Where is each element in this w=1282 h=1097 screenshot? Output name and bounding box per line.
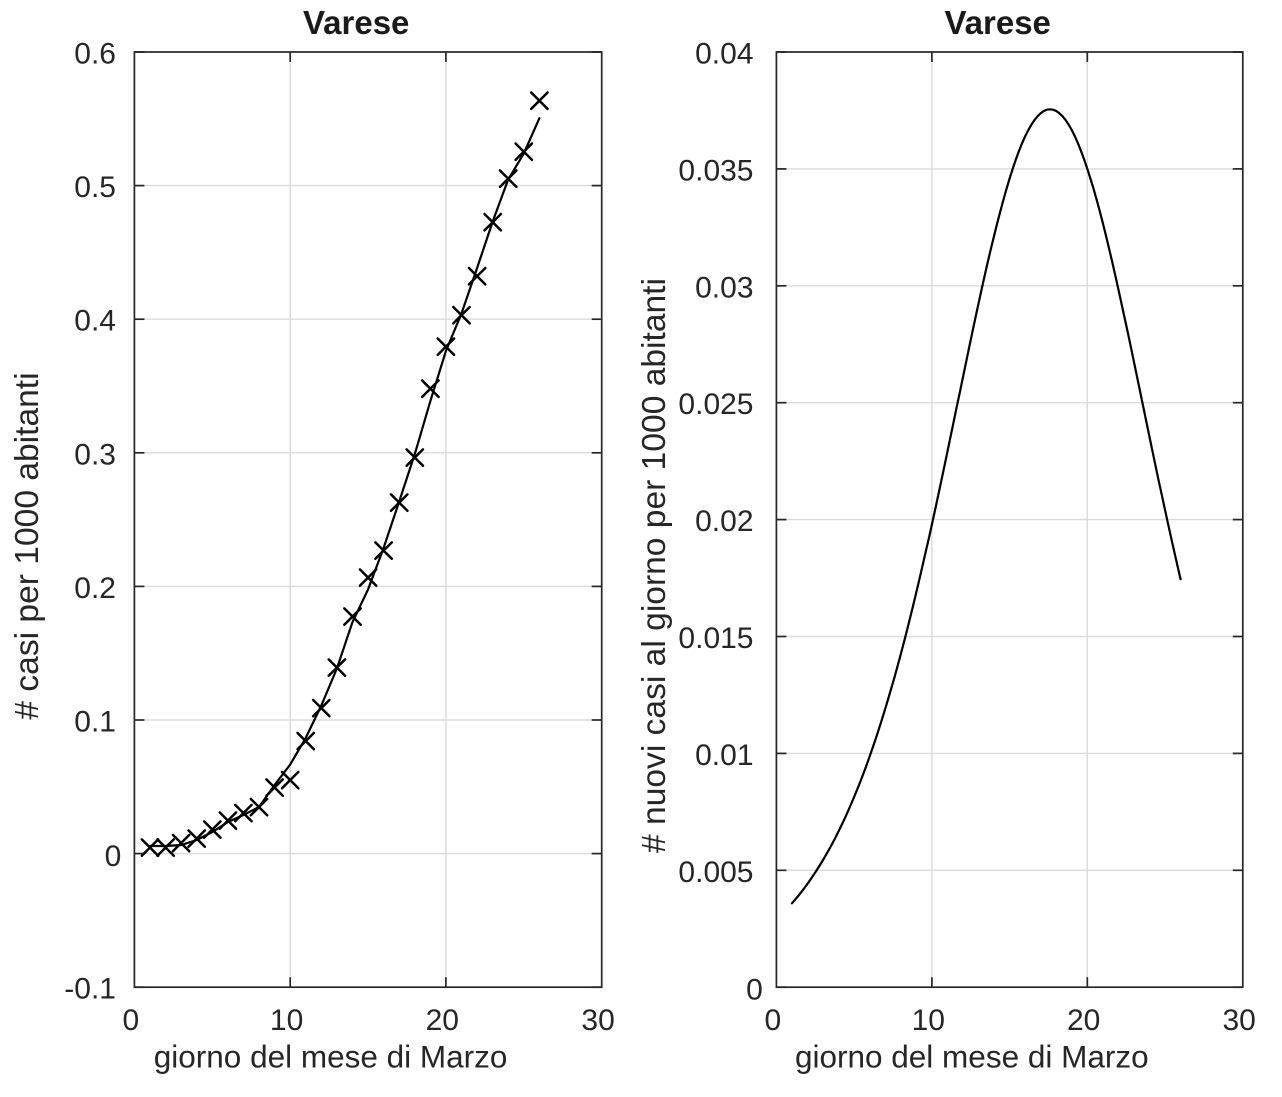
svg-text:0: 0 [764, 1004, 781, 1037]
svg-text:0.2: 0.2 [74, 572, 116, 605]
svg-text:giorno del mese di Marzo: giorno del mese di Marzo [154, 1039, 508, 1075]
svg-text:# nuovi casi al giorno per 100: # nuovi casi al giorno per 1000 abitanti [636, 278, 673, 853]
svg-text:0.1: 0.1 [74, 706, 116, 739]
svg-text:Varese: Varese [303, 4, 409, 41]
svg-text:0.4: 0.4 [74, 305, 116, 338]
svg-text:# casi per 1000 abitanti: # casi per 1000 abitanti [9, 372, 46, 719]
svg-text:0: 0 [105, 840, 122, 873]
svg-text:30: 30 [1223, 1004, 1256, 1037]
svg-text:0.6: 0.6 [74, 38, 116, 71]
svg-text:0.5: 0.5 [74, 171, 116, 204]
svg-text:Varese: Varese [944, 4, 1050, 41]
svg-text:0.04: 0.04 [695, 38, 753, 71]
svg-text:10: 10 [912, 1004, 945, 1037]
svg-text:giorno del mese di Marzo: giorno del mese di Marzo [795, 1039, 1149, 1075]
svg-text:0.03: 0.03 [695, 271, 753, 304]
svg-text:0: 0 [122, 1004, 139, 1037]
svg-text:10: 10 [270, 1004, 303, 1037]
svg-text:0.015: 0.015 [678, 622, 753, 655]
svg-text:0.035: 0.035 [678, 154, 753, 187]
svg-text:0.3: 0.3 [74, 438, 116, 471]
svg-text:0.02: 0.02 [695, 505, 753, 538]
svg-text:20: 20 [426, 1004, 459, 1037]
svg-text:30: 30 [581, 1004, 614, 1037]
svg-text:0.01: 0.01 [695, 739, 753, 772]
svg-text:0.005: 0.005 [678, 856, 753, 889]
svg-text:0.025: 0.025 [678, 388, 753, 421]
svg-text:20: 20 [1067, 1004, 1100, 1037]
svg-text:0: 0 [746, 974, 763, 1007]
svg-text:-0.1: -0.1 [64, 973, 116, 1006]
